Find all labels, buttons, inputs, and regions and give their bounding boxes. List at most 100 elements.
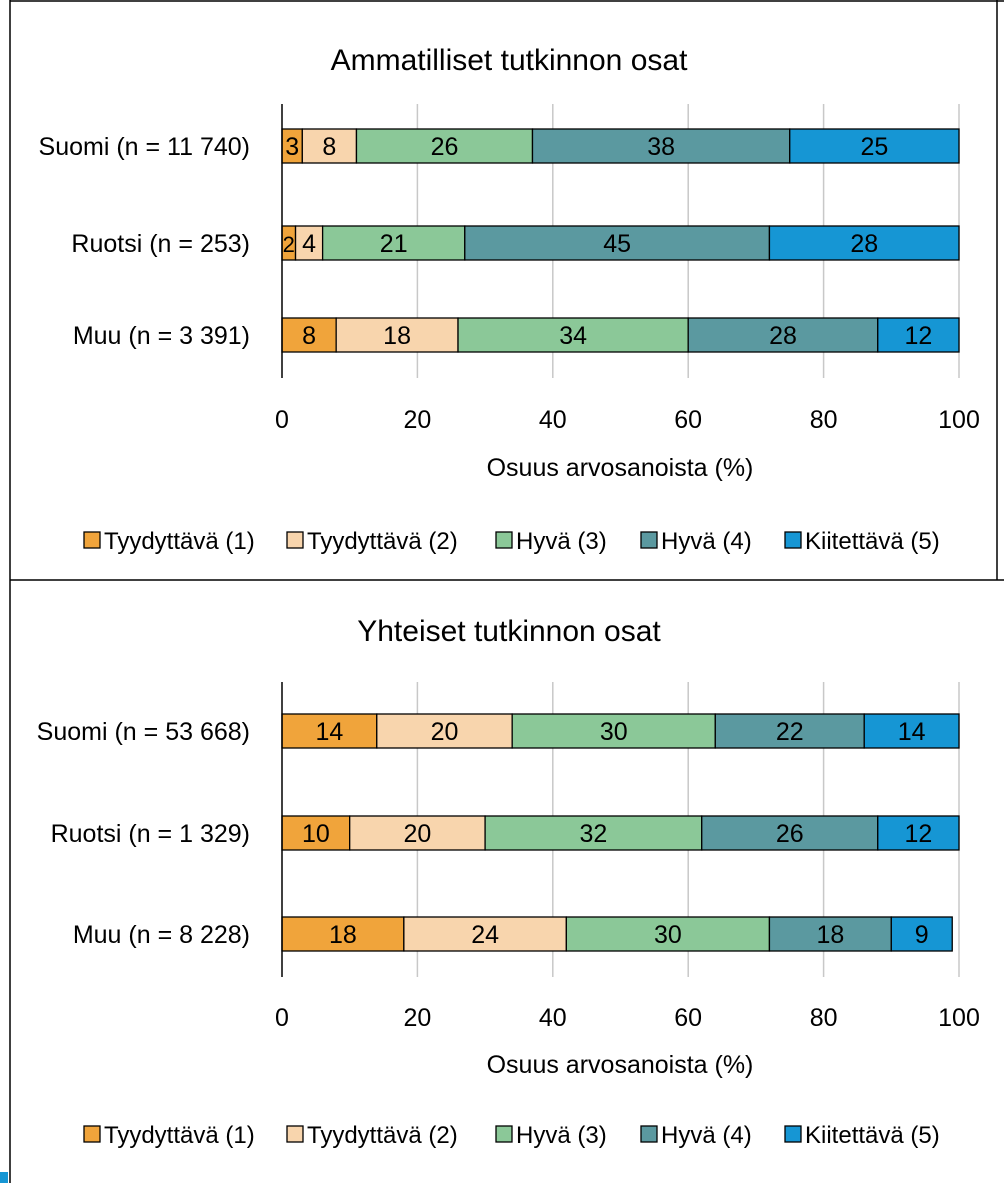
legend-label: Kiitettävä (5) <box>805 1122 940 1149</box>
data-label: 12 <box>904 820 932 848</box>
data-label: 30 <box>654 921 682 949</box>
x-tick-label: 100 <box>938 406 980 434</box>
bar-segment <box>701 815 879 851</box>
bar-segment <box>281 317 337 353</box>
data-label: 32 <box>580 820 608 848</box>
legend-swatch <box>784 531 802 549</box>
bar-segment <box>321 225 466 261</box>
bar-segment <box>877 815 960 851</box>
bar-segment <box>890 916 953 952</box>
bar-segment <box>768 916 892 952</box>
legend-label: Tyydyttävä (1) <box>104 1122 255 1149</box>
data-label: 3 <box>285 133 299 161</box>
x-axis-label: Osuus arvosanoista (%) <box>487 1051 754 1079</box>
category-label: Ruotsi (n = 1 329) <box>51 820 250 848</box>
x-tick-label: 80 <box>810 1004 838 1032</box>
legend-label: Hyvä (4) <box>661 528 752 555</box>
chart-yhteiset: Yhteiset tutkinnon osat 14 20 30 22 14 Suomi (… <box>37 615 980 1149</box>
data-label: 2 <box>283 232 295 257</box>
bar-segment <box>511 713 716 749</box>
bar-segment <box>877 317 960 353</box>
data-label: 30 <box>600 718 628 746</box>
bar-segment <box>565 916 771 952</box>
bar-segment <box>355 128 534 164</box>
x-tick-label: 0 <box>275 1004 289 1032</box>
legend-label: Hyvä (3) <box>516 528 607 555</box>
data-label: 26 <box>431 133 459 161</box>
data-label: 4 <box>302 230 316 258</box>
x-tick-label: 100 <box>938 1004 980 1032</box>
data-label: 24 <box>471 921 499 949</box>
chart-title: Ammatilliset tutkinnon osat <box>331 44 688 77</box>
bar-segment <box>457 317 689 353</box>
legend-label: Hyvä (3) <box>516 1122 607 1149</box>
x-tick-label: 60 <box>674 406 702 434</box>
x-tick-label: 60 <box>674 1004 702 1032</box>
data-label: 9 <box>915 921 929 949</box>
data-label: 38 <box>647 133 675 161</box>
bar-segment <box>301 128 358 164</box>
data-label: 20 <box>403 820 431 848</box>
bar-segment <box>349 815 486 851</box>
legend-label: Hyvä (4) <box>661 1122 752 1149</box>
data-label: 45 <box>603 230 631 258</box>
data-label: 20 <box>431 718 459 746</box>
data-label: 21 <box>380 230 408 258</box>
bar-segment <box>768 225 960 261</box>
data-label: 14 <box>898 718 926 746</box>
legend-label: Tyydyttävä (2) <box>307 528 458 555</box>
legend-label: Kiitettävä (5) <box>805 528 940 555</box>
bar-segment <box>484 815 703 851</box>
legend-swatch <box>286 531 304 549</box>
data-label: 28 <box>769 322 797 350</box>
x-tick-label: 20 <box>403 406 431 434</box>
data-label: 34 <box>559 322 587 350</box>
bar-segment <box>714 713 865 749</box>
legend-label: Tyydyttävä (2) <box>307 1122 458 1149</box>
legend-swatch <box>640 531 658 549</box>
bar-segment <box>863 713 960 749</box>
legend-swatch <box>640 1125 658 1143</box>
data-label: 22 <box>776 718 804 746</box>
legend-swatch <box>83 531 101 549</box>
x-axis-label: Osuus arvosanoista (%) <box>487 454 754 482</box>
data-label: 18 <box>383 322 411 350</box>
legend-swatch <box>83 1125 101 1143</box>
chart-title: Yhteiset tutkinnon osat <box>357 615 661 648</box>
bar-segment <box>376 713 513 749</box>
bar-segment <box>403 916 567 952</box>
bar-segment <box>687 317 879 353</box>
bar-segment <box>294 225 324 261</box>
category-label: Muu (n = 3 391) <box>73 322 250 350</box>
data-label: 25 <box>860 133 888 161</box>
x-tick-label: 40 <box>539 406 567 434</box>
data-label: 18 <box>816 921 844 949</box>
category-label: Muu (n = 8 228) <box>73 921 250 949</box>
x-tick-label: 20 <box>403 1004 431 1032</box>
data-label: 8 <box>322 133 336 161</box>
legend-label: Tyydyttävä (1) <box>104 528 255 555</box>
data-label: 14 <box>315 718 343 746</box>
legend-swatch <box>495 1125 513 1143</box>
data-label: 26 <box>776 820 804 848</box>
bar-segment <box>789 128 960 164</box>
x-tick-label: 80 <box>810 406 838 434</box>
data-label: 18 <box>329 921 357 949</box>
x-tick-label: 40 <box>539 1004 567 1032</box>
legend-swatch <box>495 531 513 549</box>
data-label: 8 <box>302 322 316 350</box>
data-label: 10 <box>302 820 330 848</box>
x-tick-label: 0 <box>275 406 289 434</box>
legend-swatch <box>286 1125 304 1143</box>
bar-segment <box>464 225 771 261</box>
bar-segment <box>281 815 351 851</box>
legend-swatch <box>784 1125 802 1143</box>
category-label: Suomi (n = 11 740) <box>39 133 250 161</box>
bar-segment <box>531 128 791 164</box>
bar-segment <box>281 916 405 952</box>
bar-segment <box>281 713 378 749</box>
data-label: 12 <box>904 322 932 350</box>
data-label: 28 <box>850 230 878 258</box>
